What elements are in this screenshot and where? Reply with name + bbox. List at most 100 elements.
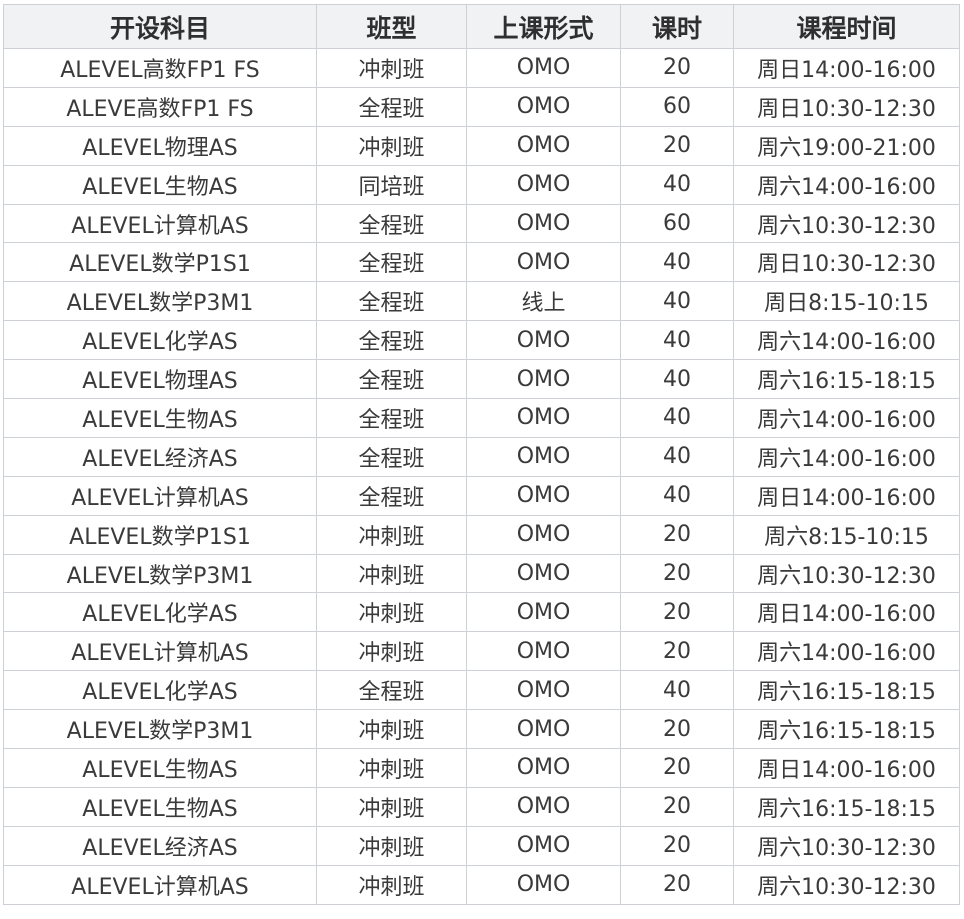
table-row: ALEVEL计算机AS 全程班 OMO 40 周日14:00-16:00	[3, 475, 960, 516]
cell-subject: ALEVEL化学AS	[3, 592, 317, 633]
cell-class-type: 冲刺班	[316, 125, 467, 166]
cell-hours: 40	[620, 242, 734, 283]
cell-hours: 20	[620, 553, 734, 594]
cell-subject: ALEVEL数学P1S1	[3, 242, 317, 283]
cell-hours: 20	[620, 514, 734, 555]
cell-hours: 20	[620, 125, 734, 166]
cell-format: OMO	[466, 864, 621, 905]
table-row: ALEVEL生物AS 冲刺班 OMO 20 周日14:00-16:00	[3, 748, 960, 788]
header-class-type: 班型	[316, 4, 467, 49]
cell-class-type: 全程班	[316, 398, 467, 438]
cell-schedule: 周六14:00-16:00	[733, 320, 960, 361]
cell-hours: 40	[620, 398, 734, 438]
cell-format: OMO	[466, 670, 621, 711]
cell-subject: ALEVEL数学P3M1	[3, 709, 317, 750]
cell-class-type: 冲刺班	[316, 48, 467, 88]
cell-hours: 40	[620, 359, 734, 400]
cell-schedule: 周日14:00-16:00	[733, 748, 960, 788]
cell-class-type: 全程班	[316, 670, 467, 711]
cell-format: OMO	[466, 748, 621, 788]
cell-subject: ALEVEL化学AS	[3, 670, 317, 711]
cell-hours: 20	[620, 48, 734, 88]
cell-format: OMO	[466, 553, 621, 594]
cell-format: OMO	[466, 359, 621, 400]
cell-hours: 40	[620, 164, 734, 205]
cell-subject: ALEVEL经济AS	[3, 825, 317, 866]
cell-subject: ALEVEL生物AS	[3, 398, 317, 438]
cell-format: OMO	[466, 436, 621, 477]
table-row: ALEVEL经济AS 冲刺班 OMO 20 周六10:30-12:30	[3, 825, 960, 866]
cell-class-type: 冲刺班	[316, 631, 467, 672]
cell-class-type: 全程班	[316, 86, 467, 127]
cell-format: OMO	[466, 125, 621, 166]
cell-hours: 20	[620, 631, 734, 672]
table-row: ALEVEL生物AS 冲刺班 OMO 20 周六16:15-18:15	[3, 786, 960, 827]
cell-hours: 40	[620, 436, 734, 477]
table-row: ALEVEL化学AS 全程班 OMO 40 周六16:15-18:15	[3, 670, 960, 711]
cell-format: OMO	[466, 631, 621, 672]
cell-class-type: 冲刺班	[316, 553, 467, 594]
cell-format: OMO	[466, 786, 621, 827]
table-row: ALEVEL数学P3M1 全程班 线上 40 周日8:15-10:15	[3, 281, 960, 322]
table-row: ALEVEL化学AS 全程班 OMO 40 周六14:00-16:00	[3, 320, 960, 361]
table-row: ALEVEL物理AS 冲刺班 OMO 20 周六19:00-21:00	[3, 125, 960, 166]
cell-schedule: 周日10:30-12:30	[733, 242, 960, 283]
cell-format: OMO	[466, 320, 621, 361]
cell-hours: 20	[620, 709, 734, 750]
cell-format: OMO	[466, 514, 621, 555]
cell-format: OMO	[466, 475, 621, 516]
table-row: ALEVE高数FP1 FS 全程班 OMO 60 周日10:30-12:30	[3, 86, 960, 127]
cell-subject: ALEVEL化学AS	[3, 320, 317, 361]
cell-schedule: 周六10:30-12:30	[733, 203, 960, 244]
cell-schedule: 周日10:30-12:30	[733, 86, 960, 127]
cell-schedule: 周六8:15-10:15	[733, 514, 960, 555]
cell-class-type: 全程班	[316, 281, 467, 322]
table-row: ALEVEL数学P1S1 冲刺班 OMO 20 周六8:15-10:15	[3, 514, 960, 555]
cell-schedule: 周日14:00-16:00	[733, 48, 960, 88]
cell-class-type: 全程班	[316, 359, 467, 400]
cell-hours: 40	[620, 475, 734, 516]
cell-hours: 60	[620, 203, 734, 244]
cell-schedule: 周日14:00-16:00	[733, 592, 960, 633]
cell-class-type: 全程班	[316, 436, 467, 477]
cell-schedule: 周六16:15-18:15	[733, 709, 960, 750]
cell-subject: ALEVEL高数FP1 FS	[3, 48, 317, 88]
cell-subject: ALEVEL数学P3M1	[3, 281, 317, 322]
cell-hours: 40	[620, 281, 734, 322]
table-row: ALEVEL物理AS 全程班 OMO 40 周六16:15-18:15	[3, 359, 960, 400]
header-subject: 开设科目	[3, 4, 317, 49]
cell-schedule: 周六14:00-16:00	[733, 164, 960, 205]
cell-format: OMO	[466, 709, 621, 750]
cell-hours: 20	[620, 592, 734, 633]
header-format: 上课形式	[466, 4, 621, 49]
cell-format: OMO	[466, 164, 621, 205]
cell-class-type: 冲刺班	[316, 786, 467, 827]
table-row: ALEVEL计算机AS 全程班 OMO 60 周六10:30-12:30	[3, 203, 960, 244]
cell-class-type: 冲刺班	[316, 825, 467, 866]
cell-format: OMO	[466, 825, 621, 866]
cell-format: 线上	[466, 281, 621, 322]
course-schedule-table: 开设科目 班型 上课形式 课时 课程时间 ALEVEL高数FP1 FS 冲刺班 OM…	[3, 4, 960, 905]
table-row: ALEVEL计算机AS 冲刺班 OMO 20 周六10:30-12:30	[3, 864, 960, 905]
cell-schedule: 周日14:00-16:00	[733, 475, 960, 516]
table-row: ALEVEL数学P3M1 冲刺班 OMO 20 周六16:15-18:15	[3, 709, 960, 750]
cell-format: OMO	[466, 48, 621, 88]
cell-subject: ALEVEL计算机AS	[3, 631, 317, 672]
cell-subject: ALEVEL生物AS	[3, 786, 317, 827]
cell-hours: 20	[620, 825, 734, 866]
table-row: ALEVEL化学AS 冲刺班 OMO 20 周日14:00-16:00	[3, 592, 960, 633]
cell-hours: 40	[620, 670, 734, 711]
table-row: ALEVEL数学P1S1 全程班 OMO 40 周日10:30-12:30	[3, 242, 960, 283]
table-row: ALEVEL高数FP1 FS 冲刺班 OMO 20 周日14:00-16:00	[3, 48, 960, 88]
cell-schedule: 周六19:00-21:00	[733, 125, 960, 166]
cell-subject: ALEVEL物理AS	[3, 359, 317, 400]
cell-schedule: 周六14:00-16:00	[733, 436, 960, 477]
cell-schedule: 周六16:15-18:15	[733, 670, 960, 711]
cell-class-type: 冲刺班	[316, 748, 467, 788]
cell-format: OMO	[466, 203, 621, 244]
table-row: ALEVEL生物AS 全程班 OMO 40 周六14:00-16:00	[3, 398, 960, 438]
cell-schedule: 周六16:15-18:15	[733, 786, 960, 827]
cell-subject: ALEVEL物理AS	[3, 125, 317, 166]
cell-schedule: 周六14:00-16:00	[733, 398, 960, 438]
cell-format: OMO	[466, 86, 621, 127]
